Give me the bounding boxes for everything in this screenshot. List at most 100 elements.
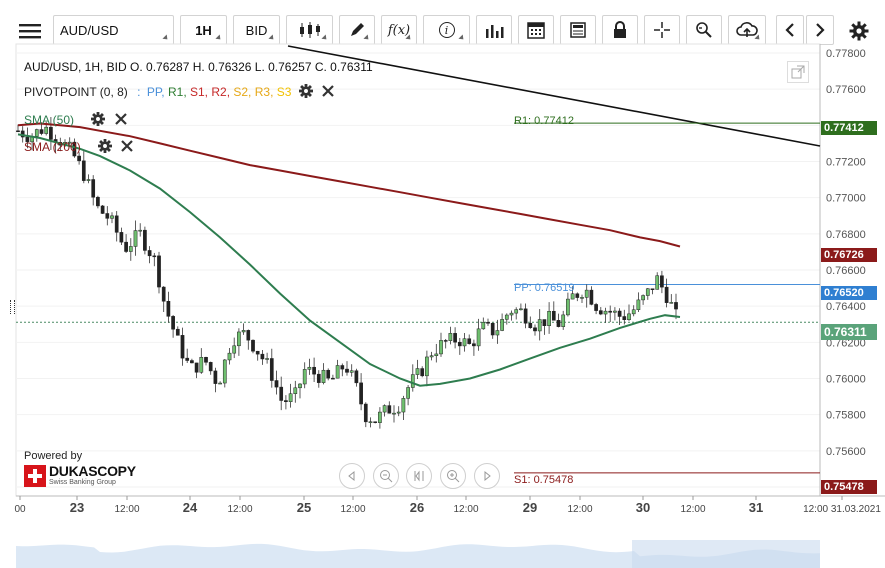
candle (316, 370, 321, 388)
info-icon: i (438, 22, 455, 38)
sma50-remove-close-icon[interactable] (114, 113, 127, 125)
news-icon (570, 22, 586, 38)
candle (547, 302, 551, 334)
sma200-remove-close-icon[interactable] (121, 140, 134, 152)
candle (669, 294, 674, 304)
sma50-settings-gear-icon[interactable] (91, 112, 106, 126)
candle (406, 384, 410, 406)
candle (504, 313, 509, 325)
popout-button[interactable] (787, 61, 809, 83)
candle (222, 359, 227, 388)
candle (589, 286, 594, 306)
y-axis-label: 0.77800 (826, 48, 866, 60)
trend-line[interactable] (287, 45, 821, 147)
candle (340, 363, 345, 377)
navigator-window[interactable] (632, 540, 820, 568)
zoom-button[interactable] (686, 15, 722, 45)
candle (514, 307, 519, 320)
candle (157, 251, 161, 294)
candle (269, 348, 274, 388)
r1-level-label: R1: 0.77412 (514, 115, 574, 127)
candle (326, 368, 331, 381)
candle (185, 348, 190, 364)
nav-scroll-left-button[interactable] (339, 463, 365, 489)
navigator-strip[interactable] (16, 520, 820, 568)
candle (598, 307, 603, 316)
candle (25, 127, 30, 149)
s1-level-label: S1: 0.75478 (514, 474, 574, 486)
symbol-selector[interactable]: AUD/USD (53, 15, 174, 45)
scroll-right-icon (484, 470, 491, 482)
scroll-forward-button[interactable] (806, 15, 834, 45)
calendar-button[interactable] (518, 15, 554, 45)
candle (448, 326, 453, 345)
brand-name: DUKASCOPY (49, 463, 136, 479)
candle (241, 323, 246, 335)
nav-scroll-right-button[interactable] (474, 463, 500, 489)
ohlc-info: AUD/USD, 1H, BID O. 0.76287 H. 0.76326 L… (24, 60, 373, 74)
menu-button[interactable] (14, 18, 48, 44)
pivot-legend[interactable]: PIVOTPOINT (0, 8) : PP, R1, S1, R2, S2, … (24, 84, 334, 99)
settings-button[interactable] (846, 18, 872, 44)
left-resize-handle[interactable] (10, 300, 15, 314)
candle (288, 383, 293, 408)
candle (636, 292, 641, 312)
price-type-selector[interactable]: BID (233, 15, 280, 45)
candle (537, 309, 542, 341)
candle (542, 319, 547, 335)
candle (175, 326, 180, 336)
crosshair-button[interactable] (644, 15, 680, 45)
pivot-item-2: S1, (190, 85, 212, 99)
candle (119, 227, 124, 246)
pivot-settings-gear-icon[interactable] (298, 84, 313, 98)
candle (190, 358, 194, 364)
candle (467, 334, 472, 345)
x-axis-label: 12:00 (567, 504, 592, 515)
indicators-button[interactable]: f(x) (381, 15, 417, 45)
candle (495, 319, 500, 344)
drawing-tools-button[interactable] (339, 15, 375, 45)
pivot-name: PIVOTPOINT (0, 8) (24, 85, 128, 99)
pivot-remove-close-icon[interactable] (322, 85, 334, 97)
gear-icon (849, 21, 869, 41)
candle (180, 327, 185, 366)
pivot-sep: : (137, 85, 141, 99)
info-button[interactable]: i (423, 15, 470, 45)
candle (420, 366, 425, 378)
y-axis-label: 0.77000 (826, 193, 866, 205)
nav-reset-button[interactable] (406, 463, 432, 489)
nav-zoom-out-button[interactable] (373, 463, 399, 489)
chart-type-button[interactable] (286, 15, 333, 45)
sma200-label: SMA (200) (24, 140, 81, 154)
news-button[interactable] (560, 15, 596, 45)
candlestick-icon (299, 22, 320, 38)
sma200-line[interactable] (17, 122, 681, 248)
candle (373, 421, 378, 424)
y-axis-label: 0.75600 (826, 446, 866, 458)
sma200-settings-gear-icon[interactable] (98, 139, 113, 153)
sma50-label: SMA (50) (24, 113, 75, 127)
sma200-legend[interactable]: SMA (200) (24, 139, 134, 154)
candle (528, 316, 533, 329)
candle (138, 223, 143, 237)
candle (110, 212, 114, 224)
candle (481, 317, 486, 330)
pivot-item-0: PP, (146, 85, 168, 99)
x-axis-label: 30 (636, 500, 650, 515)
candle (655, 272, 660, 290)
x-axis-label: 29 (523, 500, 537, 515)
symbol-label: AUD/USD (60, 22, 119, 38)
y-axis-label: 0.76000 (826, 374, 866, 386)
sma50-legend[interactable]: SMA (50) (24, 112, 127, 127)
candle (232, 337, 237, 359)
sma50-line[interactable] (17, 133, 681, 387)
candle (359, 373, 363, 411)
volume-button[interactable] (476, 15, 512, 45)
lock-button[interactable] (602, 15, 638, 45)
lock-icon (614, 21, 626, 38)
candle (345, 361, 349, 376)
candle (641, 294, 645, 305)
nav-zoom-in-button[interactable] (440, 463, 466, 489)
zoom-icon (696, 22, 712, 38)
